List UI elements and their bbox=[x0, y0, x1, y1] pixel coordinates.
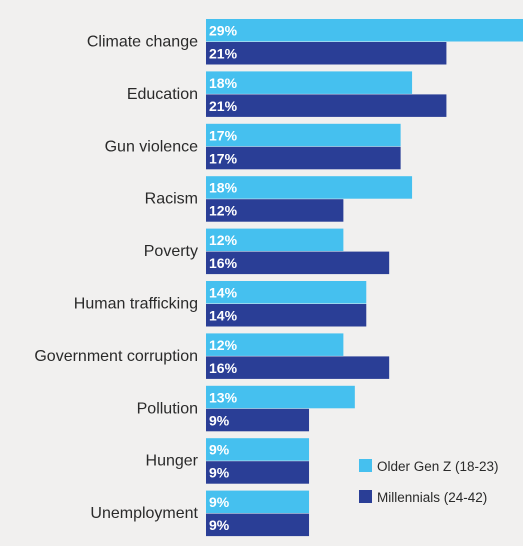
bar-millennials bbox=[206, 513, 310, 537]
bar-millennials bbox=[206, 461, 310, 484]
category-label: Human trafficking bbox=[74, 296, 198, 313]
bar-older-gen-z bbox=[206, 71, 413, 94]
bar-older-gen-z bbox=[206, 123, 401, 147]
bar-value-label: 21% bbox=[209, 46, 238, 62]
legend-swatch bbox=[359, 459, 372, 472]
bar-value-label: 9% bbox=[209, 412, 230, 428]
category-label: Government corruption bbox=[34, 348, 198, 365]
bar-older-gen-z bbox=[206, 228, 344, 252]
bar-older-gen-z bbox=[206, 438, 310, 461]
bar-value-label: 9% bbox=[209, 494, 230, 510]
category-labels: Climate change Education Gun violence Racis… bbox=[34, 34, 198, 523]
bar-value-label: 9% bbox=[209, 442, 230, 458]
bar-millennials bbox=[206, 304, 367, 327]
category-label: Climate change bbox=[87, 34, 198, 51]
bar-value-label: 14% bbox=[209, 285, 238, 301]
bar-value-label: 12% bbox=[209, 337, 238, 353]
bar-older-gen-z bbox=[206, 176, 413, 199]
category-label: Racism bbox=[145, 191, 198, 208]
bar-value-label: 9% bbox=[209, 465, 230, 481]
bar-value-label: 9% bbox=[209, 517, 230, 533]
category-label: Unemployment bbox=[90, 505, 198, 522]
legend: Older Gen Z (18-23) Millennials (24-42) bbox=[359, 459, 499, 505]
category-label: Education bbox=[127, 86, 198, 103]
bar-millennials bbox=[206, 356, 390, 379]
bar-older-gen-z bbox=[206, 281, 367, 304]
legend-label: Millennials (24-42) bbox=[377, 490, 487, 505]
bar-older-gen-z bbox=[206, 385, 355, 409]
bar-value-label: 12% bbox=[209, 232, 238, 248]
category-label: Hunger bbox=[146, 453, 199, 470]
bar-older-gen-z bbox=[206, 333, 344, 356]
bar-older-gen-z bbox=[206, 19, 523, 42]
bar-value-label: 17% bbox=[209, 127, 238, 143]
bar-older-gen-z bbox=[206, 490, 310, 514]
bar-value-label: 18% bbox=[209, 180, 238, 196]
bar-value-label: 29% bbox=[209, 23, 238, 39]
bar-millennials bbox=[206, 94, 447, 117]
bar-value-label: 12% bbox=[209, 203, 238, 219]
category-label: Poverty bbox=[144, 243, 198, 260]
bar-value-label: 17% bbox=[209, 150, 238, 166]
bar-millennials bbox=[206, 199, 344, 222]
bars-group: 29% 21% 18% 21% 17% 17% 18% 12% 12% 16% 14% 14% 12% 1… bbox=[206, 19, 523, 537]
bar-value-label: 18% bbox=[209, 75, 238, 91]
bar-millennials bbox=[206, 408, 310, 432]
category-label: Pollution bbox=[137, 400, 198, 417]
bar-value-label: 14% bbox=[209, 308, 238, 324]
bar-value-label: 16% bbox=[209, 360, 238, 376]
bar-millennials bbox=[206, 42, 447, 65]
bar-millennials bbox=[206, 146, 401, 170]
bar-millennials bbox=[206, 251, 390, 275]
bar-value-label: 16% bbox=[209, 255, 238, 271]
bar-value-label: 13% bbox=[209, 389, 238, 405]
legend-swatch bbox=[359, 490, 372, 503]
bar-value-label: 21% bbox=[209, 98, 238, 114]
category-label: Gun violence bbox=[105, 138, 198, 155]
legend-label: Older Gen Z (18-23) bbox=[377, 459, 499, 474]
